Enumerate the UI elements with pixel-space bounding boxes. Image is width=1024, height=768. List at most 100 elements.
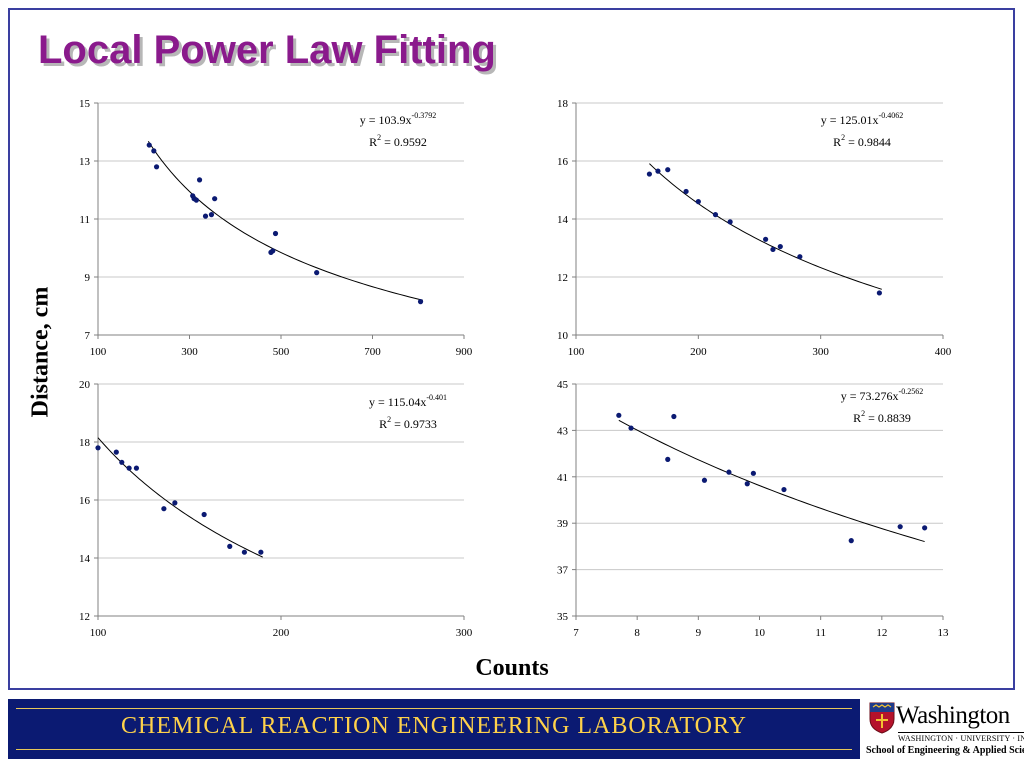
- data-point: [695, 199, 701, 205]
- y-tick-label: 43: [557, 425, 569, 437]
- y-tick-label: 20: [79, 379, 91, 391]
- data-point: [133, 465, 140, 471]
- footer-rule-top: [16, 708, 852, 709]
- fit-r-value: = 0.8839: [865, 411, 911, 425]
- data-point: [272, 230, 279, 237]
- data-point: [665, 456, 671, 462]
- data-point: [897, 524, 903, 530]
- fit-equation-base: y = 125.01x: [821, 113, 879, 127]
- y-tick-label: 9: [85, 272, 91, 284]
- data-point: [727, 219, 733, 225]
- data-point: [655, 168, 661, 174]
- logo-university: WASHINGTON · UNIVERSITY · IN · ST · LOUI…: [898, 732, 1024, 743]
- fit-r-label: R: [379, 417, 387, 431]
- data-point: [202, 213, 209, 219]
- x-tick-label: 11: [815, 627, 826, 639]
- chart-bottom-left: 12 14 16 18 20 100 200 300 y = 115.04x-0.401 R2 =…: [79, 379, 473, 639]
- y-tick-label: 12: [557, 272, 568, 284]
- fit-r-squared: R2 = 0.9844: [833, 133, 891, 149]
- footer-bar: CHEMICAL REACTION ENGINEERING LABORATORY: [8, 699, 860, 759]
- data-point: [646, 171, 653, 177]
- x-tick-label: 13: [938, 627, 950, 639]
- data-point: [153, 164, 160, 170]
- data-point: [201, 511, 207, 518]
- y-tick-label: 15: [79, 98, 91, 110]
- data-point: [227, 543, 233, 550]
- data-point: [113, 449, 119, 455]
- y-tick-label: 45: [557, 379, 569, 391]
- x-tick-label: 7: [573, 627, 579, 639]
- fit-r-squared: R2 = 0.9733: [379, 415, 437, 431]
- slide-frame: [8, 8, 1015, 690]
- data-point: [208, 212, 215, 218]
- x-tick-label: 9: [696, 627, 702, 639]
- x-tick-label: 300: [456, 627, 473, 639]
- data-point: [770, 246, 776, 253]
- fit-equation-base: y = 73.276x: [841, 389, 899, 403]
- x-tick-label: 300: [812, 346, 829, 358]
- fit-r-label: R: [853, 411, 861, 425]
- fit-equation-exponent: -0.2562: [899, 387, 924, 396]
- fit-equation-exponent: -0.4062: [879, 111, 904, 120]
- data-point: [616, 412, 622, 418]
- fit-r-superscript: 2: [377, 133, 381, 142]
- footer-rule-bottom: [16, 749, 852, 750]
- data-point: [196, 177, 203, 183]
- fit-equation: y = 115.04x-0.401: [369, 393, 447, 409]
- chart-bottom-right: 35 37 39 41 43 45 7 8 9 10 11 12 13 y = 73.276x-0.256…: [557, 379, 949, 639]
- chart-top-left: 7 9 11 13 15 100 300 500 700 900 y = 103.9x-0.3792…: [79, 98, 473, 358]
- logo-wordmark: Washington: [896, 702, 1010, 729]
- university-logo: Washington WASHINGTON · UNIVERSITY · IN …: [866, 700, 1024, 760]
- data-point: [270, 248, 276, 254]
- y-tick-label: 16: [557, 156, 569, 168]
- y-tick-label: 7: [85, 330, 91, 342]
- data-point: [848, 538, 854, 544]
- y-tick-label: 41: [557, 472, 568, 484]
- fit-curve: [649, 163, 882, 290]
- data-point: [417, 299, 424, 305]
- data-point: [258, 549, 264, 555]
- fit-r-label: R: [369, 135, 377, 149]
- fit-equation-exponent: -0.401: [426, 393, 447, 402]
- data-point: [126, 465, 132, 471]
- university-shield-icon: [869, 702, 895, 734]
- fit-r-value: = 0.9592: [381, 135, 427, 149]
- data-point: [922, 525, 928, 531]
- x-tick-label: 8: [634, 627, 640, 639]
- data-point: [750, 470, 756, 476]
- fit-equation-exponent: -0.3792: [412, 111, 437, 120]
- lab-name: CHEMICAL REACTION ENGINEERING LABORATORY: [121, 713, 747, 739]
- fit-curve: [618, 419, 925, 543]
- fit-r-squared: R2 = 0.8839: [853, 409, 911, 425]
- data-point: [683, 188, 689, 195]
- fit-r-superscript: 2: [387, 415, 391, 424]
- x-tick-label: 900: [456, 346, 473, 358]
- data-point: [119, 459, 125, 465]
- y-tick-label: 18: [79, 437, 91, 449]
- data-point: [151, 148, 157, 154]
- fit-equation: y = 73.276x-0.2562: [841, 387, 923, 403]
- chart-top-right: 10 12 14 16 18 100 200 300 400 y = 125.01x-0.4062…: [557, 98, 952, 358]
- x-tick-label: 700: [364, 346, 381, 358]
- data-point: [95, 445, 101, 451]
- data-point: [777, 243, 783, 250]
- fit-curve: [147, 141, 423, 301]
- x-tick-label: 100: [90, 627, 107, 639]
- data-point: [172, 500, 178, 506]
- y-tick-label: 10: [557, 330, 569, 342]
- x-tick-label: 10: [754, 627, 766, 639]
- y-tick-label: 37: [557, 565, 569, 577]
- y-tick-label: 11: [79, 214, 90, 226]
- slide-title: Local Power Law Fitting: [38, 28, 496, 72]
- charts-canvas: 7 9 11 13 15 100 300 500 700 900 y = 103.9x-0.3792…: [79, 98, 952, 639]
- x-tick-label: 100: [568, 346, 585, 358]
- data-point: [781, 486, 787, 493]
- y-tick-label: 12: [79, 611, 90, 623]
- y-tick-label: 14: [557, 214, 569, 226]
- fit-r-squared: R2 = 0.9592: [369, 133, 427, 149]
- fit-equation-base: y = 103.9x: [360, 113, 412, 127]
- data-point: [665, 167, 671, 173]
- y-tick-label: 35: [557, 611, 569, 623]
- logo-school: School of Engineering & Applied Science: [866, 745, 1024, 756]
- data-point: [701, 477, 708, 483]
